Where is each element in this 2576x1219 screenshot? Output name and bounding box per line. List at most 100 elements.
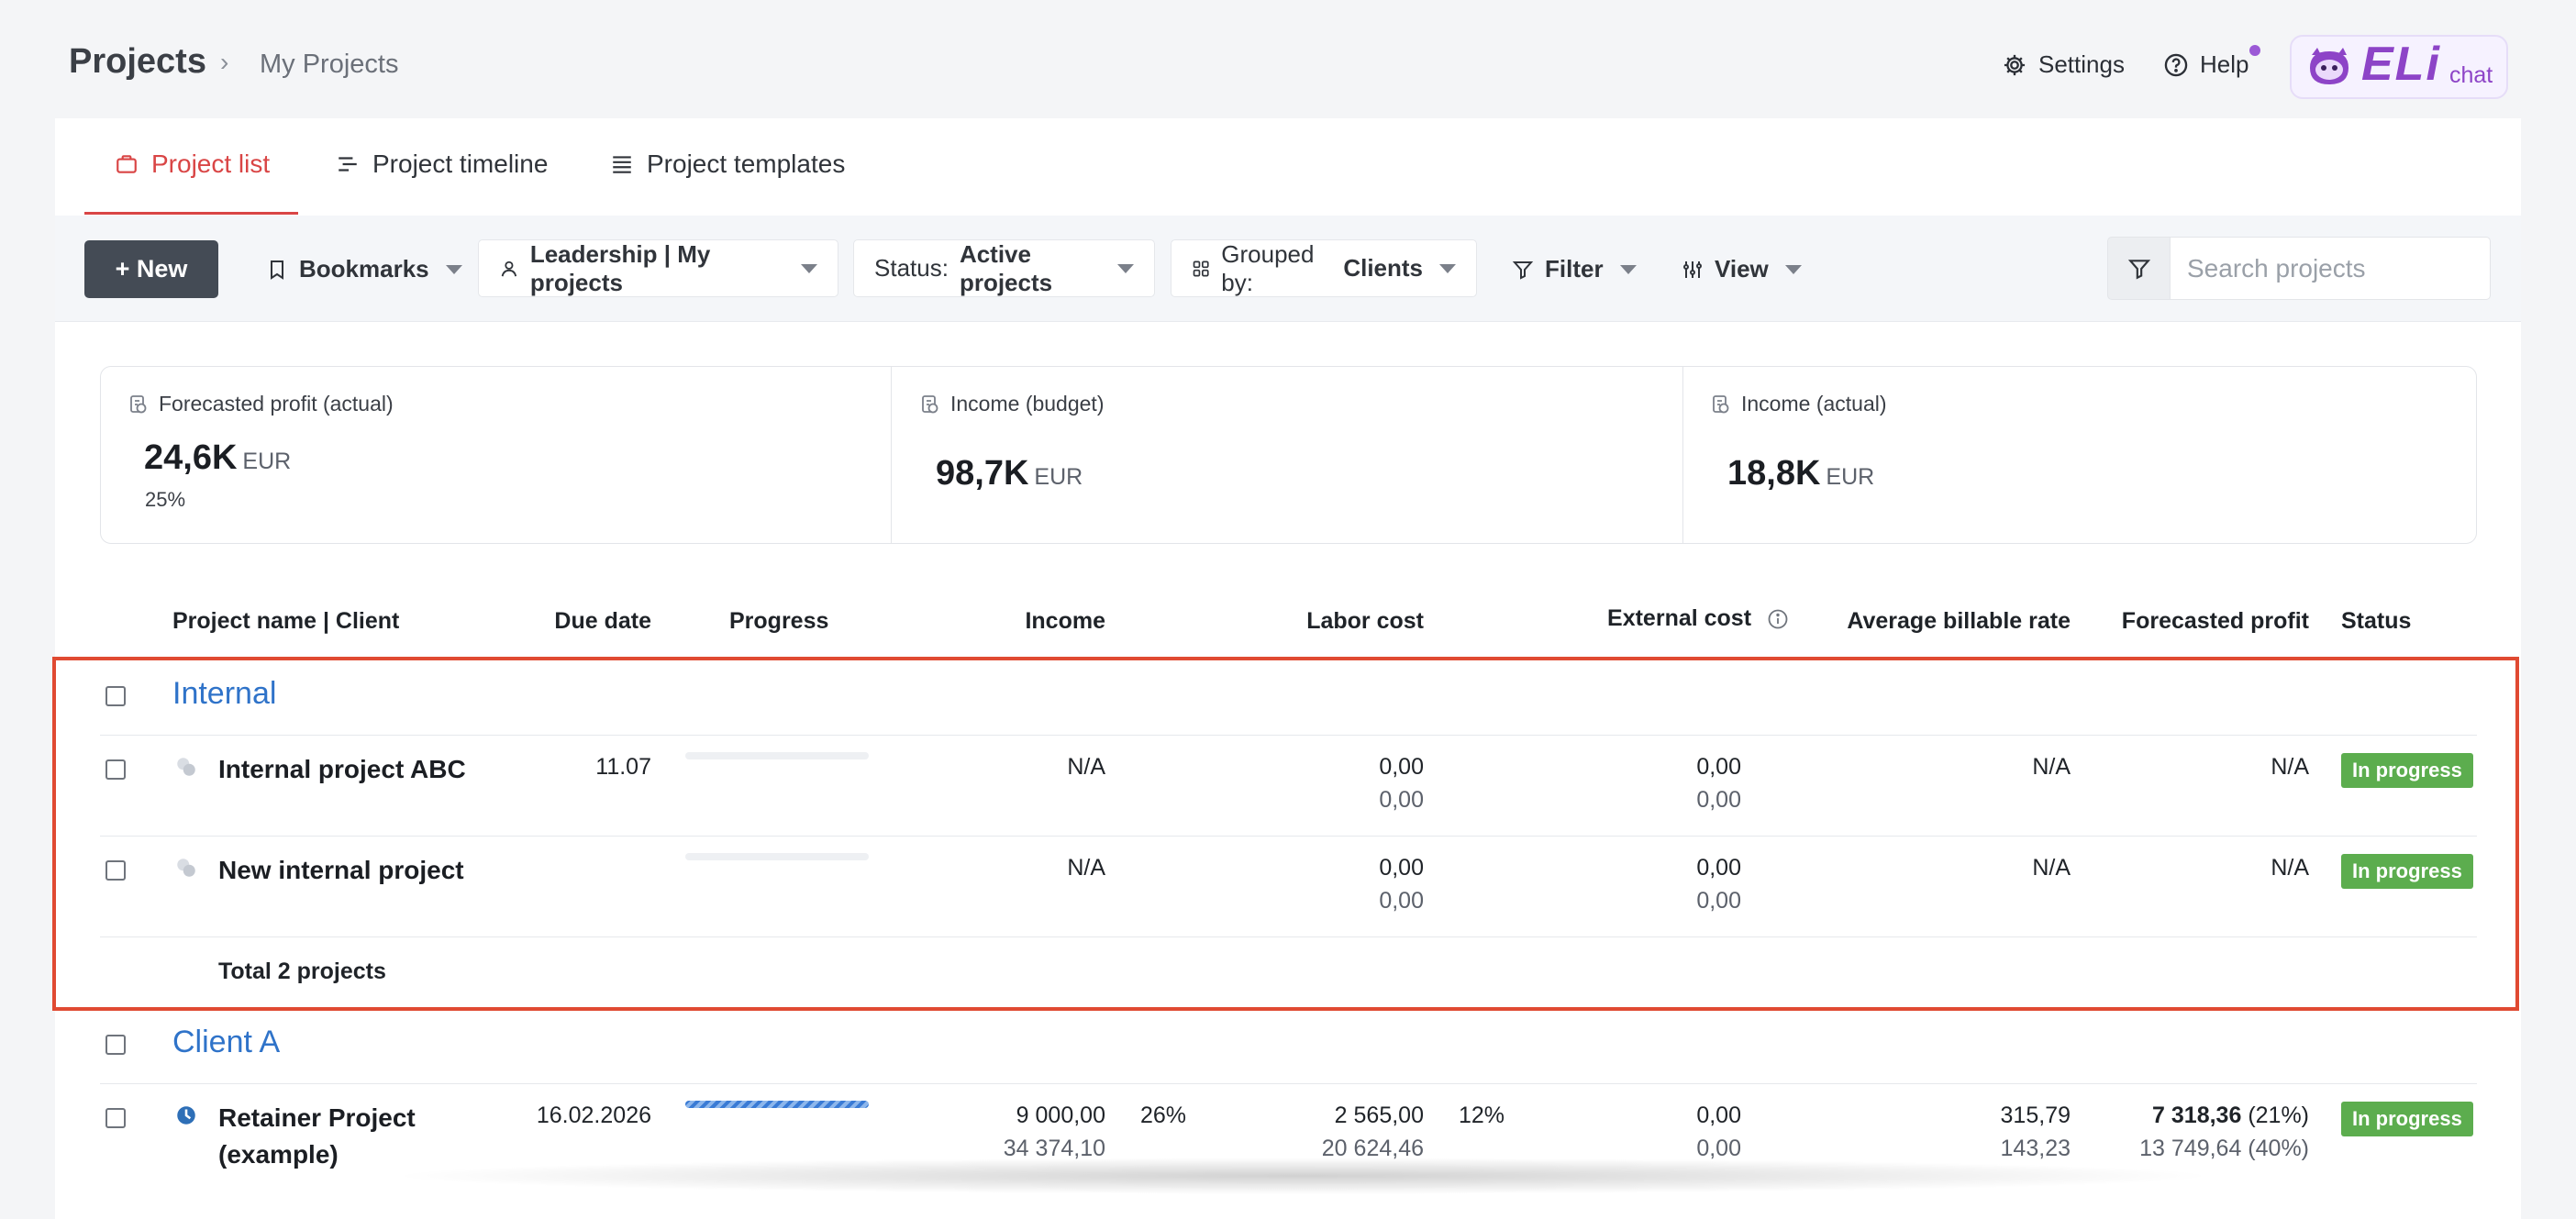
column-header-labor-cost[interactable]: Labor cost [1306, 608, 1424, 634]
retainer-project-icon [177, 1106, 195, 1125]
summary-divider [1682, 367, 1683, 543]
column-header-name[interactable]: Project name | Client [172, 608, 400, 634]
summary-income-budget-label: Income (budget) [919, 392, 1104, 416]
column-header-progress[interactable]: Progress [729, 608, 829, 634]
filter-icon [1512, 260, 1534, 280]
average-billable-rate: N/A [2032, 855, 2071, 881]
progress-bar [685, 853, 869, 860]
column-header-due-date[interactable]: Due date [554, 608, 651, 634]
due-date: 11.07 [595, 754, 651, 780]
chevron-down-icon [1784, 264, 1802, 274]
eli-logo-text: ELi [2361, 38, 2441, 91]
column-header-forecasted-profit[interactable]: Forecasted profit [2121, 608, 2309, 634]
sliders-icon [1683, 260, 1702, 278]
status-badge[interactable]: In progress [2341, 1102, 2473, 1136]
tab-label: Project timeline [372, 150, 549, 178]
group-checkbox[interactable] [105, 1035, 126, 1055]
labor-cost-value: 0,00 [1379, 754, 1424, 780]
group-by-value: Clients [1343, 254, 1423, 282]
summary-income-budget-value: 98,7K EUR [936, 454, 1083, 493]
labor-cost-percent: 12% [1459, 1103, 1505, 1128]
labor-cost-secondary: 0,00 [1379, 787, 1424, 813]
list-icon [613, 156, 631, 173]
help-link[interactable]: Help [2163, 50, 2248, 79]
labor-cost-value: 0,00 [1379, 855, 1424, 881]
view-dropdown[interactable]: View [1661, 240, 1822, 298]
group-by-prefix: Grouped by: [1221, 239, 1315, 296]
bookmarks-dropdown[interactable]: Bookmarks [246, 240, 483, 298]
search-input[interactable] [2170, 237, 2491, 300]
status-dropdown[interactable]: Status: Active projects [853, 239, 1155, 297]
average-billable-rate: 315,79 [2000, 1103, 2071, 1128]
labor-cost-value: 2 565,00 [1334, 1103, 1424, 1128]
help-label: Help [2200, 50, 2249, 78]
scroll-shadow [385, 1158, 2220, 1194]
income-percent: 26% [1140, 1103, 1187, 1128]
info-icon[interactable] [1767, 608, 1789, 630]
chevron-down-icon [801, 263, 817, 273]
row-divider [100, 936, 2477, 937]
column-header-average-billable-rate[interactable]: Average billable rate [1847, 608, 2071, 634]
project-name-link[interactable]: Internal project ABC [218, 755, 466, 783]
external-cost-secondary: 0,00 [1696, 1136, 1741, 1161]
new-project-button[interactable]: + New [84, 240, 218, 298]
row-checkbox[interactable] [105, 1108, 126, 1128]
summary-income-actual-value: 18,8K EUR [1727, 454, 1875, 493]
forecasted-profit: 7 318,36 (21%) [2152, 1103, 2309, 1128]
coins-icon [922, 394, 938, 413]
grid-icon [1193, 260, 1209, 276]
summary-forecasted-profit-value: 24,6K EUR [144, 438, 292, 477]
external-cost-value: 0,00 [1696, 855, 1741, 881]
view-filter-dropdown[interactable]: Leadership | My projects [478, 239, 838, 297]
status-value: Active projects [959, 239, 1053, 296]
tab-project-timeline[interactable]: Project timeline [336, 150, 548, 179]
forecasted-profit: N/A [2271, 754, 2309, 780]
row-divider [100, 1083, 2477, 1084]
summary-forecasted-profit-label: Forecasted profit (actual) [128, 392, 394, 416]
breadcrumb[interactable]: My Projects [260, 50, 399, 79]
forecasted-profit-secondary: 13 749,64 (40%) [2139, 1136, 2309, 1161]
group-name-client-a[interactable]: Client A [172, 1025, 281, 1059]
row-checkbox[interactable] [105, 759, 126, 780]
due-date: 16.02.2026 [536, 1103, 651, 1128]
active-tab-indicator [84, 212, 298, 215]
filter-dropdown[interactable]: Filter [1492, 240, 1657, 298]
internal-project-icon [177, 859, 195, 877]
tab-label: Project templates [647, 150, 846, 178]
highlight-box [52, 657, 2519, 1011]
row-checkbox[interactable] [105, 860, 126, 881]
group-checkbox[interactable] [105, 686, 126, 706]
income-value: N/A [1067, 754, 1105, 780]
briefcase-icon [117, 155, 137, 173]
view-filter-label: Leadership | My projects [529, 239, 711, 296]
chevron-down-icon [1619, 264, 1637, 274]
page-title: Projects [69, 42, 206, 81]
settings-label: Settings [2038, 50, 2125, 78]
tab-project-templates[interactable]: Project templates [610, 150, 845, 179]
project-name-link[interactable]: Retainer Project (example) [218, 1103, 416, 1169]
income-secondary: 34 374,10 [1003, 1136, 1105, 1161]
column-header-income[interactable]: Income [1025, 608, 1105, 634]
chevron-down-icon [445, 264, 462, 274]
external-cost-secondary: 0,00 [1696, 787, 1741, 813]
settings-link[interactable]: Settings [2002, 50, 2125, 79]
progress-fill [685, 1101, 869, 1108]
gear-icon [2004, 54, 2026, 75]
group-by-dropdown[interactable]: Grouped by: Clients [1171, 239, 1477, 297]
column-header-external-cost[interactable]: External cost [1514, 605, 1789, 632]
progress-bar [685, 752, 869, 759]
bookmark-icon [271, 260, 283, 280]
summary-forecasted-profit-percent: 25% [145, 488, 186, 511]
tab-project-list[interactable]: Project list [115, 150, 270, 179]
group-name-internal[interactable]: Internal [172, 676, 277, 711]
eli-mascot-icon [2310, 48, 2348, 84]
search-filter-button[interactable] [2107, 237, 2170, 300]
status-badge[interactable]: In progress [2341, 854, 2473, 889]
timeline-icon [339, 157, 357, 172]
view-label: View [1715, 255, 1769, 283]
project-name-link[interactable]: New internal project [218, 856, 464, 884]
internal-project-icon [177, 758, 195, 776]
status-badge[interactable]: In progress [2341, 753, 2473, 788]
column-header-status[interactable]: Status [2341, 608, 2412, 634]
average-billable-rate-secondary: 143,23 [2000, 1136, 2071, 1161]
